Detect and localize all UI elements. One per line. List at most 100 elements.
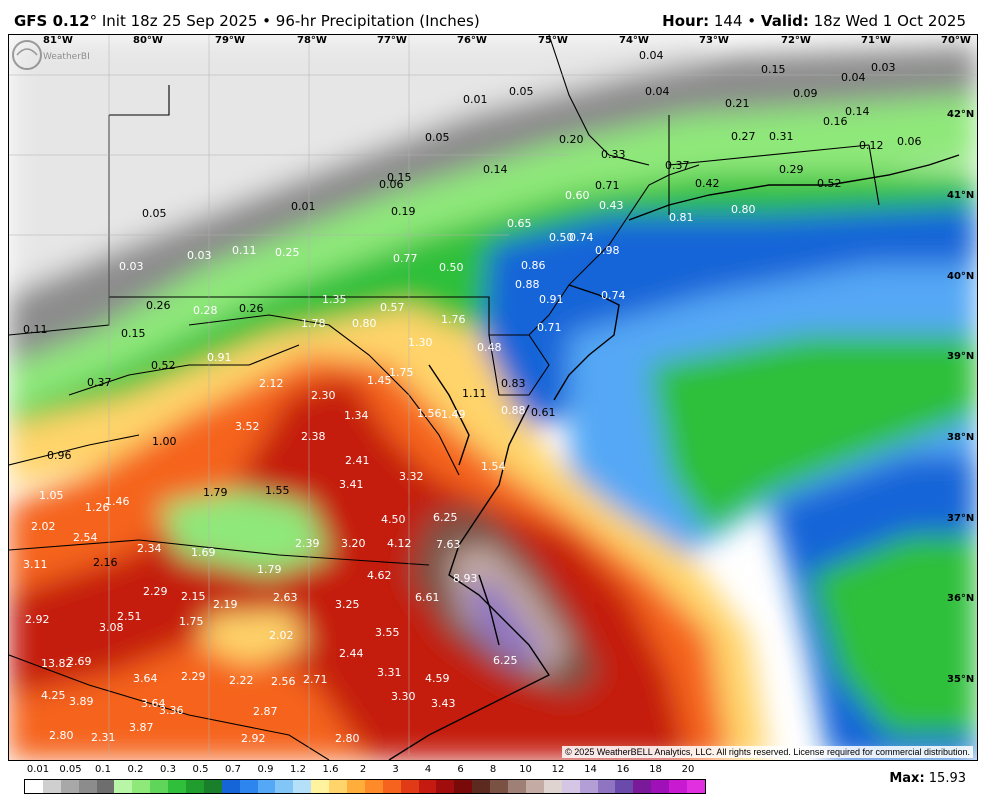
longitude-label: 79°W: [215, 35, 245, 46]
legend-color-cell: [472, 780, 491, 793]
precip-value-label: 13.82: [41, 657, 73, 670]
product-name: 96-hr Precipitation (Inches): [275, 12, 480, 30]
precip-value-label: 7.63: [436, 538, 461, 551]
county-lines: [9, 35, 977, 755]
legend-tick-label: 10: [519, 764, 532, 775]
precip-value-label: 3.87: [129, 721, 154, 734]
precip-value-label: 0.11: [232, 244, 257, 257]
legend-color-cell: [364, 780, 383, 793]
legend-color-cell: [186, 780, 204, 793]
precip-value-label: 0.15: [121, 327, 146, 340]
legend-tick-labels: 0.01 0.05 0.1 0.2 0.3 0.5 0.7 0.9 1.2 1.6 2 3 4 6 8 10 1…: [20, 764, 710, 778]
legend-color-cell: [382, 780, 401, 793]
degree-symbol: °: [89, 12, 98, 30]
legend-color-cell: [400, 780, 419, 793]
precip-value-label: 3.64: [133, 672, 158, 685]
precip-value-label: 6.25: [493, 654, 518, 667]
legend-color-cell: [78, 780, 97, 793]
precip-value-label: 0.71: [595, 179, 620, 192]
legend-tick-label: 0.9: [257, 764, 274, 775]
legend-color-cell: [508, 780, 526, 793]
legend-color-cell: [60, 780, 79, 793]
precip-value-label: 2.38: [301, 430, 326, 443]
precip-value-label: 1.05: [39, 489, 64, 502]
legend-color-cell: [275, 780, 294, 793]
precip-value-label: 2.29: [143, 585, 168, 598]
legend-tick-label: 0.7: [225, 764, 241, 775]
precip-value-label: 3.43: [431, 697, 456, 710]
legend-color-cell: [651, 780, 670, 793]
precip-value-label: 1.30: [408, 336, 433, 349]
legend-color-strip: [24, 779, 706, 794]
precip-value-label: 0.48: [477, 341, 502, 354]
precip-value-label: 3.41: [339, 478, 364, 491]
precip-value-label: 2.19: [213, 598, 238, 611]
precip-value-label: 0.03: [187, 249, 212, 262]
legend-color-cell: [25, 780, 43, 793]
latitude-label: 35°N: [947, 674, 975, 685]
precip-value-label: 2.22: [229, 674, 254, 687]
precip-value-label: 1.75: [179, 615, 204, 628]
precip-value-label: 1.54: [481, 460, 506, 473]
precip-value-label: 0.52: [151, 359, 176, 372]
precip-value-label: 1.75: [389, 366, 414, 379]
precip-value-label: 1.55: [265, 484, 290, 497]
valid-bullet: •: [747, 12, 761, 30]
legend-color-cell: [633, 780, 652, 793]
precip-value-label: 2.54: [73, 531, 98, 544]
legend-color-cell: [239, 780, 258, 793]
precip-value-label: 0.71: [537, 321, 562, 334]
legend-tick-label: 18: [649, 764, 662, 775]
precip-value-label: 0.77: [393, 252, 418, 265]
precip-value-label: 0.26: [239, 302, 264, 315]
valid-time: Hour: 144 • Valid: 18z Wed 1 Oct 2025: [662, 12, 966, 30]
precip-value-label: 0.74: [569, 231, 594, 244]
legend-color-cell: [669, 780, 687, 793]
precip-value-label: 0.05: [509, 85, 534, 98]
precip-value-label: 0.21: [725, 97, 750, 110]
precip-value-label: 0.60: [565, 189, 590, 202]
precip-value-label: 0.96: [47, 449, 72, 462]
legend-color-cell: [114, 780, 133, 793]
hour-value: 144: [709, 12, 748, 30]
legend-color-cell: [221, 780, 240, 793]
legend-tick-label: 14: [584, 764, 597, 775]
legend-color-cell: [597, 780, 616, 793]
legend-tick-label: 4: [424, 764, 432, 775]
precip-value-label: 2.16: [93, 556, 118, 569]
precip-value-label: 0.86: [521, 259, 546, 272]
precip-value-label: 0.50: [549, 231, 574, 244]
legend-tick-label: 0.3: [160, 764, 176, 775]
legend-color-cell: [257, 780, 276, 793]
legend-color-cell: [132, 780, 151, 793]
precip-value-label: 0.15: [387, 171, 412, 184]
precip-value-label: 0.05: [425, 131, 450, 144]
legend-color-cell: [150, 780, 169, 793]
legend-tick-label: 12: [551, 764, 565, 775]
legend-tick-label: 0.5: [192, 764, 209, 775]
precip-value-label: 0.65: [507, 217, 532, 230]
precip-value-label: 2.51: [117, 610, 142, 623]
precip-value-label: 3.31: [377, 666, 402, 679]
precip-value-label: 1.76: [441, 313, 466, 326]
precip-value-label: 2.02: [269, 629, 294, 642]
precip-value-label: 0.33: [601, 148, 626, 161]
precip-value-label: 2.80: [49, 729, 74, 742]
precip-value-label: 1.56: [417, 407, 442, 420]
longitude-label: 72°W: [781, 35, 811, 46]
legend-color-cell: [615, 780, 634, 793]
precip-value-label: 0.04: [645, 85, 670, 98]
legend-tick-label: 0.01: [26, 764, 50, 775]
precip-value-label: 1.45: [367, 374, 392, 387]
precip-value-label: 1.79: [203, 486, 228, 499]
precip-value-label: 2.69: [67, 655, 92, 668]
precip-value-label: 3.20: [341, 537, 366, 550]
legend-color-cell: [490, 780, 509, 793]
precip-value-label: 0.57: [380, 301, 405, 314]
precip-value-label: 0.81: [669, 211, 694, 224]
precip-value-label: 0.06: [379, 178, 404, 191]
latitude-label: 39°N: [947, 351, 975, 362]
precip-value-label: 1.69: [191, 546, 216, 559]
legend-tick-label: 2: [359, 764, 367, 775]
precip-value-label: 1.34: [344, 409, 369, 422]
